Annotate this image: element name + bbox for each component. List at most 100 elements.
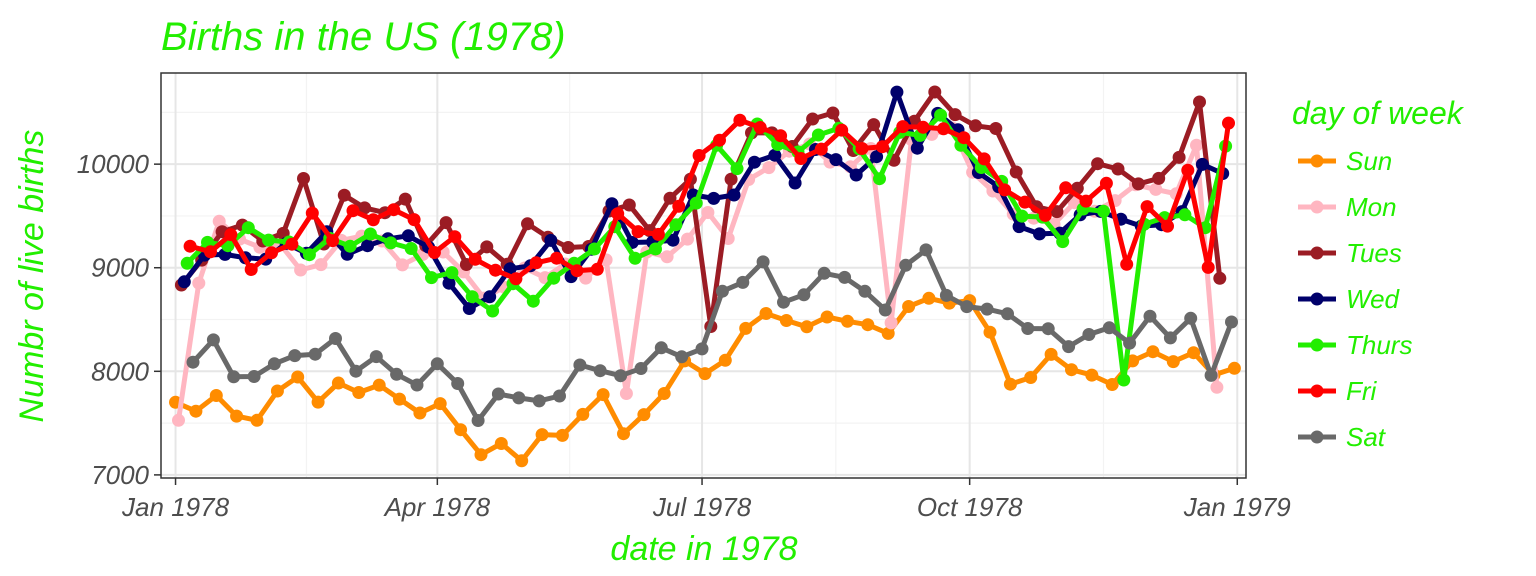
data-point-sun <box>209 389 223 402</box>
legend-item-fri: Fri <box>1298 376 1378 406</box>
legend-label: Sun <box>1346 146 1392 176</box>
data-point-sat <box>715 284 729 298</box>
data-point-sat <box>919 243 933 257</box>
data-point-fri <box>611 207 625 221</box>
data-point-thurs <box>241 221 255 235</box>
data-point-wed <box>768 148 782 162</box>
data-point-mon <box>701 206 715 219</box>
legend-label: Mon <box>1346 192 1397 222</box>
data-point-tues <box>724 172 738 186</box>
data-point-sat <box>838 270 852 284</box>
y-tick-label: 9000 <box>91 253 149 283</box>
data-point-tues <box>521 217 534 231</box>
y-tick-label: 8000 <box>91 356 149 386</box>
legend-label: Fri <box>1346 376 1378 406</box>
legend-label: Thurs <box>1346 330 1412 360</box>
data-point-wed <box>727 188 741 202</box>
data-point-sat <box>1163 331 1177 345</box>
data-point-sat <box>1062 340 1076 354</box>
data-point-mon <box>619 387 633 400</box>
data-point-sun <box>718 353 732 367</box>
legend-item-sat: Sat <box>1298 422 1387 452</box>
data-point-thurs <box>363 227 377 241</box>
legend-item-tues: Tues <box>1298 238 1402 268</box>
data-point-thurs <box>1178 208 1192 222</box>
data-point-thurs <box>669 218 683 232</box>
data-point-fri <box>937 122 950 136</box>
data-point-mon <box>395 258 409 272</box>
data-point-sun <box>250 413 264 427</box>
data-point-sat <box>206 333 220 347</box>
data-point-sun <box>331 376 345 390</box>
data-point-wed <box>361 239 374 253</box>
data-point-tues <box>358 201 372 215</box>
x-axis-title: date in 1978 <box>610 530 797 568</box>
data-point-fri <box>570 264 584 278</box>
data-point-fri <box>774 129 788 143</box>
data-point-thurs <box>1015 209 1029 223</box>
data-point-tues <box>989 122 1003 135</box>
data-point-tues <box>969 119 982 133</box>
data-point-thurs <box>526 294 540 308</box>
data-point-tues <box>928 85 942 99</box>
data-point-wed <box>177 275 191 289</box>
data-point-fri <box>977 152 991 166</box>
data-point-fri <box>875 140 889 154</box>
data-point-tues <box>480 240 494 254</box>
data-point-sun <box>902 300 916 313</box>
data-point-sun <box>291 370 305 384</box>
data-point-sat <box>390 367 404 381</box>
legend-item-mon: Mon <box>1298 192 1397 222</box>
data-point-sun <box>983 325 997 339</box>
legend-items: Sun Mon Tues Wed Thurs Fri Sat <box>1298 146 1412 452</box>
data-point-sun <box>189 404 203 418</box>
data-point-tues <box>398 192 412 206</box>
data-point-sun <box>576 407 590 421</box>
data-point-sat <box>1204 368 1218 382</box>
data-point-sun <box>1024 371 1038 384</box>
data-point-tues <box>1213 271 1227 285</box>
data-point-sun <box>515 454 529 468</box>
data-point-tues <box>622 198 636 212</box>
data-point-mon <box>212 214 226 228</box>
data-point-sat <box>980 302 994 316</box>
y-tick-label: 7000 <box>91 460 149 490</box>
data-point-thurs <box>180 256 194 270</box>
series-line-fri <box>187 117 1231 282</box>
data-point-sun <box>311 395 325 409</box>
data-point-fri <box>407 213 421 227</box>
legend-title: day of week <box>1292 95 1465 131</box>
data-point-fri <box>468 252 482 266</box>
data-point-sat <box>899 258 913 272</box>
data-point-wed <box>544 233 558 247</box>
data-point-wed <box>870 150 884 164</box>
data-point-wed <box>747 155 761 169</box>
data-point-mon <box>884 316 898 330</box>
data-point-sun <box>1065 363 1078 377</box>
legend-item-thurs: Thurs <box>1298 330 1412 360</box>
series-line-sat <box>190 247 1234 423</box>
data-point-sun <box>454 423 468 437</box>
data-point-sat <box>593 364 607 378</box>
data-point-fri <box>1140 200 1154 214</box>
data-point-fri <box>1201 260 1215 274</box>
data-point-tues <box>1131 177 1145 191</box>
data-point-fri <box>713 133 726 147</box>
plot-panel-border <box>160 72 1247 479</box>
data-point-sun <box>1126 354 1140 368</box>
data-point-fri <box>1018 195 1032 209</box>
data-point-fri <box>631 225 645 239</box>
data-point-sun <box>698 367 712 381</box>
data-point-sat <box>797 288 811 302</box>
series-sat <box>186 243 1238 427</box>
data-point-sat <box>1143 309 1157 323</box>
data-point-fri <box>896 120 910 134</box>
data-point-fri <box>1099 176 1113 190</box>
data-point-fri <box>550 251 564 265</box>
data-point-thurs <box>1097 204 1110 218</box>
data-point-thurs <box>445 266 459 280</box>
data-point-fri <box>448 230 462 244</box>
data-point-sat <box>1102 321 1116 335</box>
x-tick-label: Jan 1978 <box>121 492 230 522</box>
data-point-sat <box>1021 322 1035 335</box>
